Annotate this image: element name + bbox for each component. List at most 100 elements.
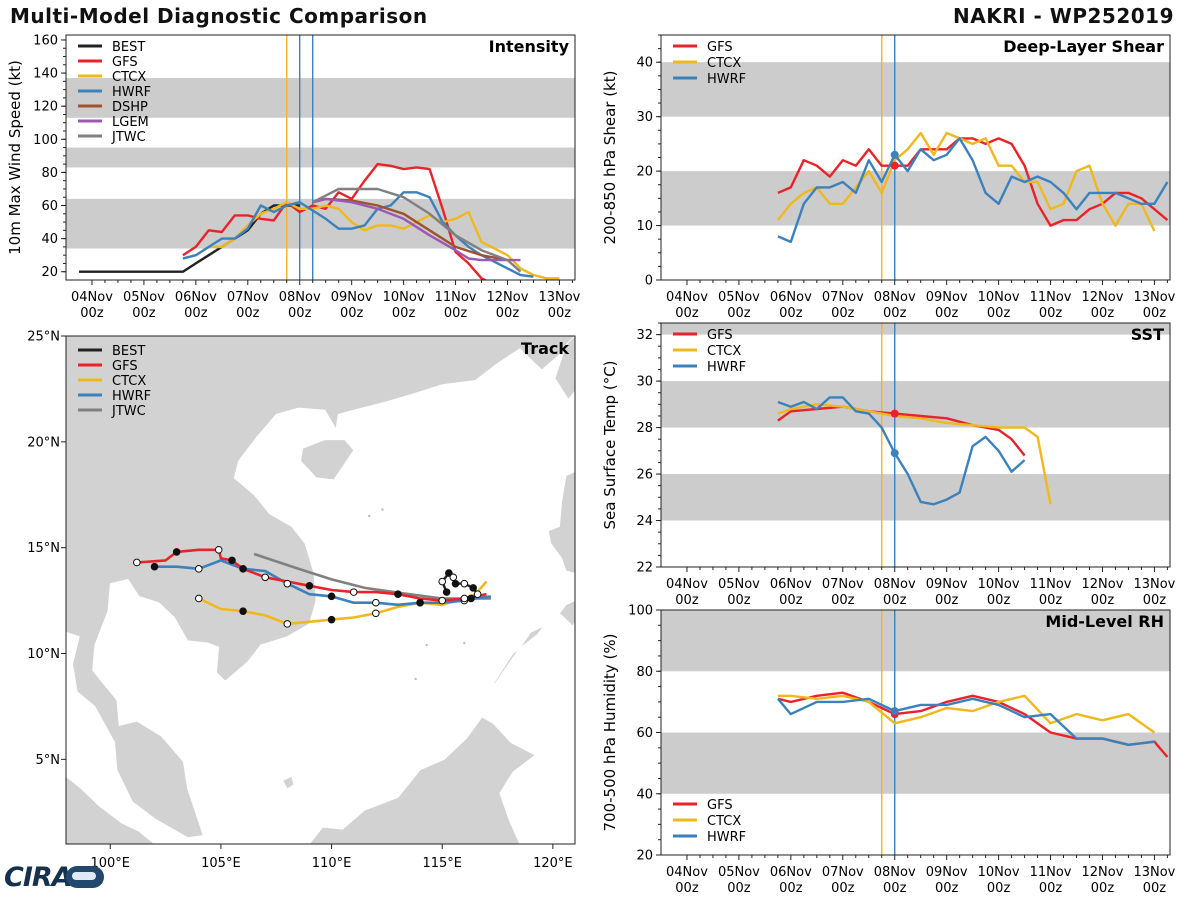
series-best xyxy=(79,204,300,273)
track-marker-hwrf xyxy=(150,562,159,571)
series-ctcx xyxy=(777,403,1052,505)
panel-shear: 01020304004Nov00z05Nov00z06Nov00z07Nov00… xyxy=(601,34,1176,321)
panel-title: SST xyxy=(1131,325,1164,344)
legend-label-ctcx: CTCX xyxy=(112,374,146,389)
x-tick-label-hour: 00z xyxy=(935,593,959,608)
islet xyxy=(463,641,466,645)
x-tick-label-hour: 00z xyxy=(496,306,520,321)
track-marker-best xyxy=(438,577,447,586)
track-marker-ctcx xyxy=(460,594,469,603)
legend-label-gfs: GFS xyxy=(707,798,733,813)
storm-name: NAKRI - WP252019 xyxy=(953,4,1174,28)
x-tick-label-day: 09Nov xyxy=(331,290,373,305)
x-tick-label-day: 11Nov xyxy=(1030,865,1072,880)
x-tick-label-hour: 00z xyxy=(675,593,699,608)
legend-label-gfs: GFS xyxy=(112,55,138,70)
taiwan-island xyxy=(554,336,575,401)
y-axis-label: Sea Surface Temp (°C) xyxy=(601,360,619,529)
band-rh xyxy=(661,732,1170,794)
x-tick-label-hour: 00z xyxy=(340,306,364,321)
map-frame xyxy=(65,335,576,845)
lat-tick-label: 10°N xyxy=(27,647,60,662)
series-hwrf xyxy=(182,191,534,278)
legend-label-dshp: DSHP xyxy=(112,100,148,115)
x-tick-label-hour: 00z xyxy=(548,306,572,321)
islet xyxy=(414,677,417,681)
y-tick-label: 80 xyxy=(41,166,58,181)
panel-title: Mid-Level RH xyxy=(1045,612,1164,631)
x-tick-label-day: 07Nov xyxy=(227,290,269,305)
x-tick-label-hour: 00z xyxy=(935,881,959,896)
track-marker-gfs xyxy=(172,548,181,556)
y-tick-label: 30 xyxy=(636,110,653,125)
track-marker-best xyxy=(449,573,458,582)
x-tick-label-day: 11Nov xyxy=(435,290,477,305)
lon-tick-label: 115°E xyxy=(422,856,462,871)
y-tick-label: 60 xyxy=(41,199,58,214)
x-tick-label-day: 10Nov xyxy=(978,865,1020,880)
y-tick-label: 20 xyxy=(636,849,653,864)
x-tick-label-hour: 00z xyxy=(935,306,959,321)
track-marker-ctcx xyxy=(239,607,247,615)
track-marker-ctcx xyxy=(327,615,336,624)
lat-tick-label: 20°N xyxy=(27,435,60,450)
series-ctcx xyxy=(776,131,1156,232)
y-tick-label: 140 xyxy=(33,67,58,82)
figure-title: Multi-Model Diagnostic Comparison xyxy=(10,4,428,28)
x-tick-label-day: 10Nov xyxy=(978,290,1020,305)
x-tick-label-day: 04Nov xyxy=(666,865,708,880)
x-tick-label-day: 06Nov xyxy=(770,865,812,880)
lon-tick-label: 100°E xyxy=(90,856,130,871)
x-tick-label-hour: 00z xyxy=(236,306,260,321)
x-tick-label-hour: 00z xyxy=(1143,881,1167,896)
legend-label-jtwc: JTWC xyxy=(111,130,146,145)
y-tick-label: 32 xyxy=(636,328,653,343)
legend-label-best: BEST xyxy=(112,40,145,55)
x-tick-label-day: 11Nov xyxy=(1030,290,1072,305)
init-marker xyxy=(890,161,899,170)
panel-intensity: 2040608010012014016004Nov00z05Nov00z06No… xyxy=(6,33,581,321)
track-marker-hwrf xyxy=(283,579,292,588)
x-tick-label-hour: 00z xyxy=(1039,593,1063,608)
axes-frame xyxy=(65,34,576,281)
x-tick-label-hour: 00z xyxy=(727,593,751,608)
x-tick-label-hour: 00z xyxy=(779,593,803,608)
lon-tick-label: 105°E xyxy=(201,856,241,871)
x-tick-label-day: 10Nov xyxy=(978,577,1020,592)
band-rh xyxy=(661,610,1170,672)
series-ctcx xyxy=(182,200,560,280)
init-marker xyxy=(890,707,899,716)
x-tick-label-hour: 00z xyxy=(1091,593,1115,608)
band-shear xyxy=(661,62,1170,117)
track-marker-gfs xyxy=(349,588,358,596)
panel-title: Track xyxy=(521,339,569,358)
track-marker-best xyxy=(473,590,482,599)
track-marker-best xyxy=(460,579,469,588)
mindoro-island xyxy=(558,600,575,627)
x-tick-label-day: 04Nov xyxy=(71,290,113,305)
init-marker xyxy=(890,449,899,458)
legend-label-gfs: GFS xyxy=(707,328,733,343)
y-tick-label: 100 xyxy=(628,604,653,619)
hainan-island xyxy=(300,439,355,481)
y-tick-label: 100 xyxy=(33,133,58,148)
islet xyxy=(381,508,384,511)
x-tick-label-day: 08Nov xyxy=(279,290,321,305)
track-marker-gfs xyxy=(214,545,223,554)
x-tick-label-day: 09Nov xyxy=(926,577,968,592)
x-tick-label-hour: 00z xyxy=(1091,881,1115,896)
cira-logo: CIRA xyxy=(4,862,108,896)
track-marker-gfs xyxy=(305,581,314,590)
panel-track: 100°E 105°E 110°E 115°E 120°E 5°N 10°N 15°N 20°N… xyxy=(27,330,576,871)
x-tick-label-day: 11Nov xyxy=(1030,577,1072,592)
mainland xyxy=(66,336,575,839)
x-tick-label-hour: 00z xyxy=(392,306,416,321)
x-tick-label-day: 04Nov xyxy=(666,577,708,592)
x-tick-label-hour: 00z xyxy=(779,306,803,321)
init-marker xyxy=(890,150,899,159)
x-tick-label-hour: 00z xyxy=(1143,593,1167,608)
band-sst xyxy=(661,474,1170,521)
x-tick-label-day: 07Nov xyxy=(822,577,864,592)
x-tick-label-hour: 00z xyxy=(444,306,468,321)
x-tick-label-hour: 00z xyxy=(288,306,312,321)
